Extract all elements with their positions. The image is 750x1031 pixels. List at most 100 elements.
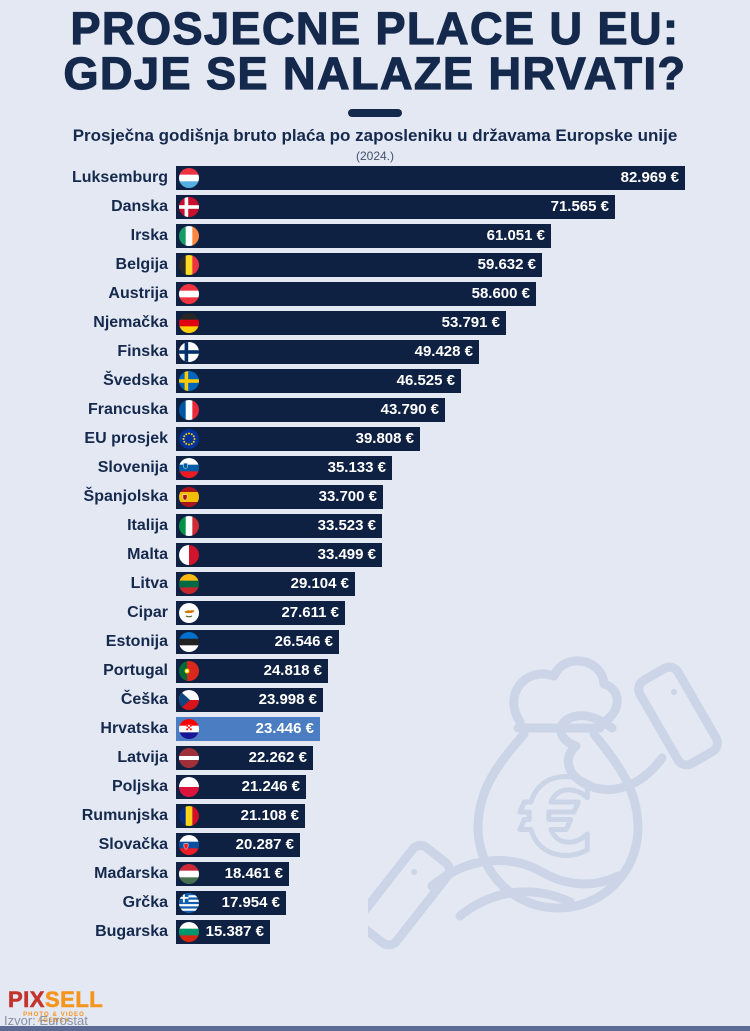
source-credit: Izvor: Eurostat	[4, 1013, 88, 1028]
bar-danska: 71.565 €	[176, 194, 615, 219]
bar-row-slovenija: Slovenija 35.133 €	[0, 453, 750, 482]
bar-row-francuska: Francuska 43.790 €	[0, 395, 750, 424]
country-label-finska: Finska	[117, 342, 168, 360]
bar-row-panjolska: Španjolska 33.700 €	[0, 482, 750, 511]
bar-row-njemaka: Njemačka 53.791 €	[0, 308, 750, 337]
bottom-accent-strip	[0, 1026, 750, 1031]
country-label-euprosjek: EU prosjek	[84, 429, 168, 447]
bar-value-njemaka: 53.791 €	[441, 314, 500, 331]
bar-bugarska: 15.387 €	[176, 919, 270, 944]
bar-belgija: 59.632 €	[176, 252, 542, 277]
chart-subtitle: Prosječna godišnja bruto plaća po zaposl…	[72, 126, 678, 145]
bar-value-poljska: 21.246 €	[241, 778, 300, 795]
flag-icon-finska	[179, 341, 199, 362]
bar-njemaka: 53.791 €	[176, 310, 506, 335]
country-label-italija: Italija	[127, 516, 168, 534]
page-title-line-1: PROSJECNE PLACE U EU:	[70, 3, 680, 54]
bar-irska: 61.051 €	[176, 223, 551, 248]
country-label-grka: Grčka	[122, 893, 168, 911]
flag-icon-poljska	[179, 776, 199, 797]
country-label-njemaka: Njemačka	[93, 313, 168, 331]
bar-slovaka: 20.287 €	[176, 832, 300, 857]
flag-icon-hrvatska	[179, 718, 199, 739]
flag-icon-irska	[179, 225, 199, 246]
bar-row-belgija: Belgija 59.632 €	[0, 250, 750, 279]
bar-row-litva: Litva 29.104 €	[0, 569, 750, 598]
bar-value-euprosjek: 39.808 €	[355, 430, 414, 447]
bar-value-luksemburg: 82.969 €	[620, 169, 679, 186]
country-label-irska: Irska	[130, 226, 168, 244]
flag-icon-eka	[179, 689, 199, 710]
bar-row-maarska: Mađarska 18.461 €	[0, 859, 750, 888]
country-label-danska: Danska	[111, 197, 168, 215]
country-label-malta: Malta	[127, 545, 168, 563]
bar-value-cipar: 27.611 €	[281, 604, 339, 621]
header: PROSJECNE PLACE U EU: GDJE SE NALAZE HRV…	[0, 0, 750, 163]
bar-finska: 49.428 €	[176, 339, 479, 364]
flag-icon-estonija	[179, 631, 199, 652]
bar-value-vedska: 46.525 €	[396, 372, 455, 389]
bar-row-vedska: Švedska 46.525 €	[0, 366, 750, 395]
country-label-rumunjska: Rumunjska	[81, 806, 168, 824]
bar-value-slovaka: 20.287 €	[235, 836, 294, 853]
bar-value-italija: 33.523 €	[317, 517, 376, 534]
bar-value-panjolska: 33.700 €	[318, 488, 377, 505]
bar-euprosjek: 39.808 €	[176, 426, 420, 451]
flag-icon-portugal	[179, 660, 199, 681]
logo-sell-text: SELL	[44, 987, 104, 1012]
bar-value-latvija: 22.262 €	[248, 749, 307, 766]
bar-value-francuska: 43.790 €	[380, 401, 439, 418]
bar-row-slovaka: Slovačka 20.287 €	[0, 830, 750, 859]
country-label-bugarska: Bugarska	[95, 922, 168, 940]
bar-vedska: 46.525 €	[176, 368, 461, 393]
country-label-vedska: Švedska	[103, 371, 168, 389]
flag-icon-austrija	[179, 283, 199, 304]
flag-icon-belgija	[179, 254, 199, 275]
bar-panjolska: 33.700 €	[176, 484, 383, 509]
bar-value-slovenija: 35.133 €	[327, 459, 386, 476]
flag-icon-rumunjska	[179, 805, 199, 826]
bar-row-rumunjska: Rumunjska 21.108 €	[0, 801, 750, 830]
bar-value-rumunjska: 21.108 €	[240, 807, 299, 824]
bar-maarska: 18.461 €	[176, 861, 289, 886]
flag-icon-slovenija	[179, 457, 199, 478]
country-label-litva: Litva	[130, 574, 168, 592]
bar-row-euprosjek: EU prosjek 39.808 €	[0, 424, 750, 453]
bar-row-irska: Irska 61.051 €	[0, 221, 750, 250]
bar-italija: 33.523 €	[176, 513, 382, 538]
country-label-portugal: Portugal	[103, 661, 168, 679]
flag-icon-grka	[179, 892, 199, 913]
bar-value-austrija: 58.600 €	[471, 285, 530, 302]
bar-rumunjska: 21.108 €	[176, 803, 305, 828]
page-title-line-2: GDJE SE NALAZE HRVATI?	[63, 48, 687, 99]
bar-row-poljska: Poljska 21.246 €	[0, 772, 750, 801]
bar-poljska: 21.246 €	[176, 774, 306, 799]
bar-chart: Luksemburg 82.969 € Danska 71.565 € Irska 61.…	[0, 163, 750, 946]
country-label-slovaka: Slovačka	[98, 835, 168, 853]
flag-icon-italija	[179, 515, 199, 536]
country-label-latvija: Latvija	[117, 748, 168, 766]
country-label-poljska: Poljska	[111, 777, 168, 795]
bar-grka: 17.954 €	[176, 890, 286, 915]
highlighted-bar-hrvatska: 23.446 €	[176, 716, 320, 741]
bar-value-malta: 33.499 €	[317, 546, 376, 563]
country-label-belgija: Belgija	[115, 255, 168, 273]
bar-value-eka: 23.998 €	[258, 691, 317, 708]
title-divider-dash	[348, 109, 402, 117]
bar-latvija: 22.262 €	[176, 745, 313, 770]
flag-icon-vedska	[179, 370, 199, 391]
country-label-francuska: Francuska	[87, 400, 168, 418]
bar-row-danska: Danska 71.565 €	[0, 192, 750, 221]
bar-value-bugarska: 15.387 €	[205, 923, 264, 940]
bar-value-portugal: 24.818 €	[263, 662, 322, 679]
bar-row-bugarska: Bugarska 15.387 €	[0, 917, 750, 946]
bar-row-luksemburg: Luksemburg 82.969 €	[0, 163, 750, 192]
flag-icon-slovaka	[179, 834, 199, 855]
flag-icon-euprosjek	[179, 428, 199, 449]
bar-luksemburg: 82.969 €	[176, 165, 685, 190]
bar-row-grka: Grčka 17.954 €	[0, 888, 750, 917]
bar-estonija: 26.546 €	[176, 629, 339, 654]
bar-row-estonija: Estonija 26.546 €	[0, 627, 750, 656]
flag-icon-danska	[179, 196, 199, 217]
country-label-austrija: Austrija	[108, 284, 168, 302]
